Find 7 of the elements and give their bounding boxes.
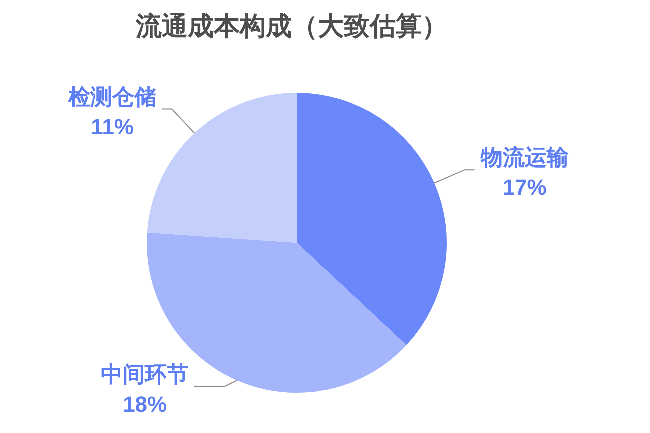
title: 流通成本构成（大致估算）: [136, 11, 448, 41]
slice-label: 检测仓储: [68, 84, 157, 110]
data-label: 18%: [123, 392, 168, 417]
data-label: 17%: [502, 175, 547, 200]
slice-label: 中间环节: [101, 362, 190, 387]
slice-label: 物流运输: [480, 145, 570, 170]
data-label: 11%: [91, 114, 134, 140]
